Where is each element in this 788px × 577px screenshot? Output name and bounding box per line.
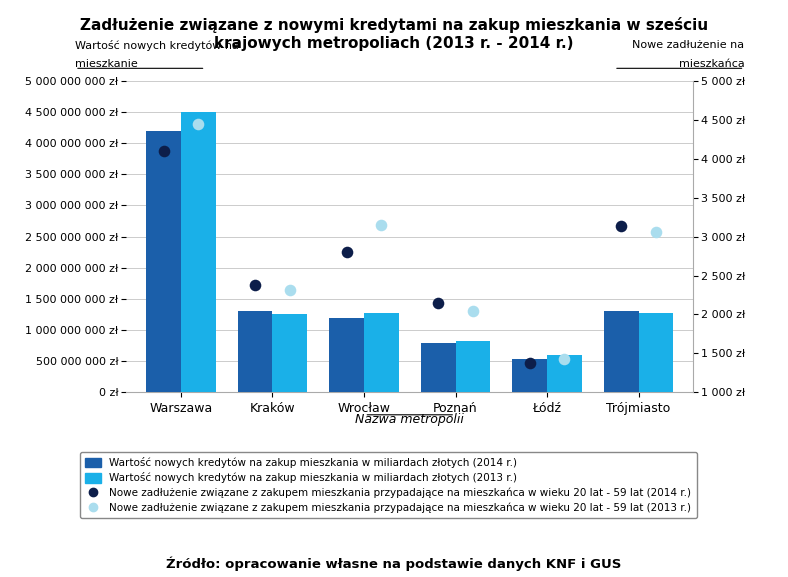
Point (192, 119, 205, 128)
Point (158, 147, 170, 156)
Bar (512, 359, 547, 392)
Point (375, 220, 388, 230)
Point (340, 248, 353, 257)
Bar (147, 130, 181, 392)
Point (558, 354, 571, 364)
Text: Źródło: opracowanie własne na podstawie danych KNF i GUS: Źródło: opracowanie własne na podstawie … (166, 557, 622, 571)
Bar (181, 112, 216, 392)
Text: Zadłużenie związane z nowymi kredytami na zakup mieszkania w sześciu
krajowych m: Zadłużenie związane z nowymi kredytami n… (80, 17, 708, 51)
Bar (547, 355, 582, 392)
Text: mieszkanie: mieszkanie (75, 59, 138, 69)
Text: Wartość nowych kredytów na: Wartość nowych kredytów na (75, 40, 239, 51)
Bar (238, 312, 273, 392)
Legend: Wartość nowych kredytów na zakup mieszkania w miliardach złotych (2014 r.), Wart: Wartość nowych kredytów na zakup mieszka… (80, 452, 697, 518)
Point (432, 298, 444, 308)
Point (649, 227, 662, 237)
Text: Nowe zadłużenie na: Nowe zadłużenie na (633, 40, 745, 50)
Bar (604, 312, 638, 392)
Point (523, 358, 536, 368)
Text: mieszkańca: mieszkańca (678, 59, 745, 69)
Point (284, 286, 296, 295)
Bar (273, 314, 307, 392)
Bar (638, 313, 673, 392)
Bar (421, 343, 455, 392)
Text: Nazwa metropolii: Nazwa metropolii (355, 413, 464, 426)
Point (615, 222, 627, 231)
Bar (364, 313, 399, 392)
Bar (329, 317, 364, 392)
Point (466, 306, 479, 315)
Point (249, 280, 262, 290)
Bar (455, 341, 490, 392)
